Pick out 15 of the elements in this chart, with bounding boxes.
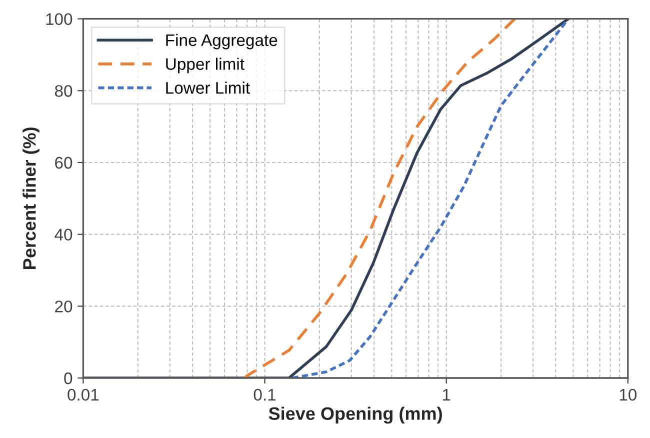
- y-axis-title: Percent finer (%): [22, 128, 40, 269]
- x-tick-label: 0.01: [68, 388, 99, 401]
- x-tick-label: 1: [442, 389, 450, 400]
- y-tick-label: 100: [46, 13, 72, 26]
- y-tick-label: 20: [55, 300, 72, 312]
- y-tick-label: 80: [54, 85, 72, 97]
- y-tick-label: 40: [54, 228, 72, 241]
- legend-label: Lower Limit: [166, 82, 250, 94]
- x-axis-title: Sieve Opening (mm): [268, 406, 442, 424]
- legend-label: Fine Aggregate: [166, 34, 278, 50]
- x-tick-label: 10: [620, 388, 637, 401]
- y-tick-label: 0: [64, 372, 72, 384]
- y-tick-label: 60: [55, 156, 72, 169]
- legend-label: Upper limit: [166, 58, 244, 74]
- x-tick-label: 0.1: [254, 388, 276, 401]
